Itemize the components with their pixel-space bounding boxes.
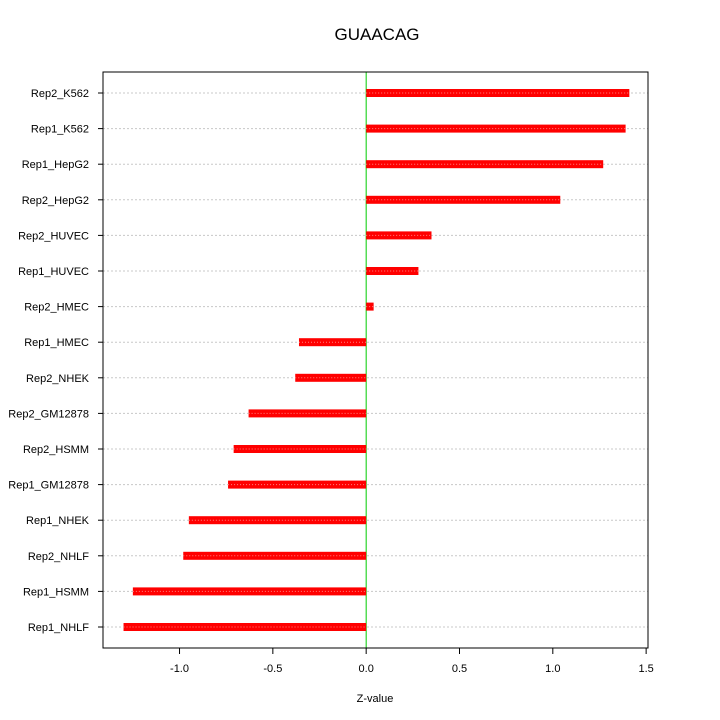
x-tick-label: 1.0 — [545, 663, 560, 675]
y-tick-label: Rep1_NHEK — [26, 515, 90, 527]
bar-Rep1_NHLF — [123, 623, 367, 631]
bar-Rep1_HSMM — [132, 587, 367, 596]
y-tick-label: Rep1_GM12878 — [8, 480, 89, 492]
bar-Rep2_GM12878 — [248, 409, 367, 418]
bar-Rep2_NHLF — [183, 551, 367, 560]
x-tick-label: -1.0 — [170, 663, 189, 675]
y-tick-label: Rep1_HepG2 — [22, 159, 89, 171]
x-tick-label: -0.5 — [263, 663, 282, 675]
plot-frame — [102, 71, 649, 649]
bar-Rep2_K562 — [366, 89, 630, 97]
y-tick-label: Rep2_HUVEC — [18, 230, 89, 242]
y-tick-label: Rep1_HUVEC — [18, 266, 89, 278]
gridlines — [103, 92, 648, 628]
bar-Rep1_HUVEC — [366, 267, 419, 275]
y-tick-label: Rep1_HMEC — [24, 337, 89, 349]
y-tick-label: Rep2_GM12878 — [8, 408, 89, 420]
y-tick-label: Rep2_HepG2 — [22, 195, 89, 207]
chart-title: GUAACAG — [334, 25, 419, 44]
x-tick-label: 0.0 — [359, 663, 374, 675]
bar-Rep2_NHEK — [295, 373, 367, 382]
y-tick-label: Rep2_HSMM — [23, 444, 89, 456]
bar-Rep1_NHEK — [188, 516, 367, 525]
x-tick-label: 1.5 — [638, 663, 653, 675]
y-tick-label: Rep1_HSMM — [23, 586, 89, 598]
y-tick-label: Rep1_K562 — [31, 124, 89, 136]
y-tick-labels: Rep2_K562 Rep1_K562 Rep1_HepG2 Rep2_HepG2 Re… — [8, 88, 103, 634]
x-axis: -1.0 -0.5 0.0 0.5 1.0 1.5 — [170, 647, 654, 675]
y-tick-label: Rep2_NHEK — [26, 373, 90, 385]
y-tick-label: Rep2_HMEC — [24, 302, 89, 314]
y-tick-label: Rep2_NHLF — [28, 551, 89, 563]
bar-Rep1_HepG2 — [366, 160, 604, 169]
bars — [123, 89, 630, 631]
bar-Rep2_HUVEC — [366, 231, 432, 240]
x-tick-label: 0.5 — [452, 663, 467, 675]
y-tick-label: Rep2_K562 — [31, 88, 89, 100]
y-tick-label: Rep1_NHLF — [28, 622, 89, 634]
bar-Rep2_HepG2 — [366, 195, 561, 204]
x-axis-title: Z-value — [357, 693, 394, 705]
